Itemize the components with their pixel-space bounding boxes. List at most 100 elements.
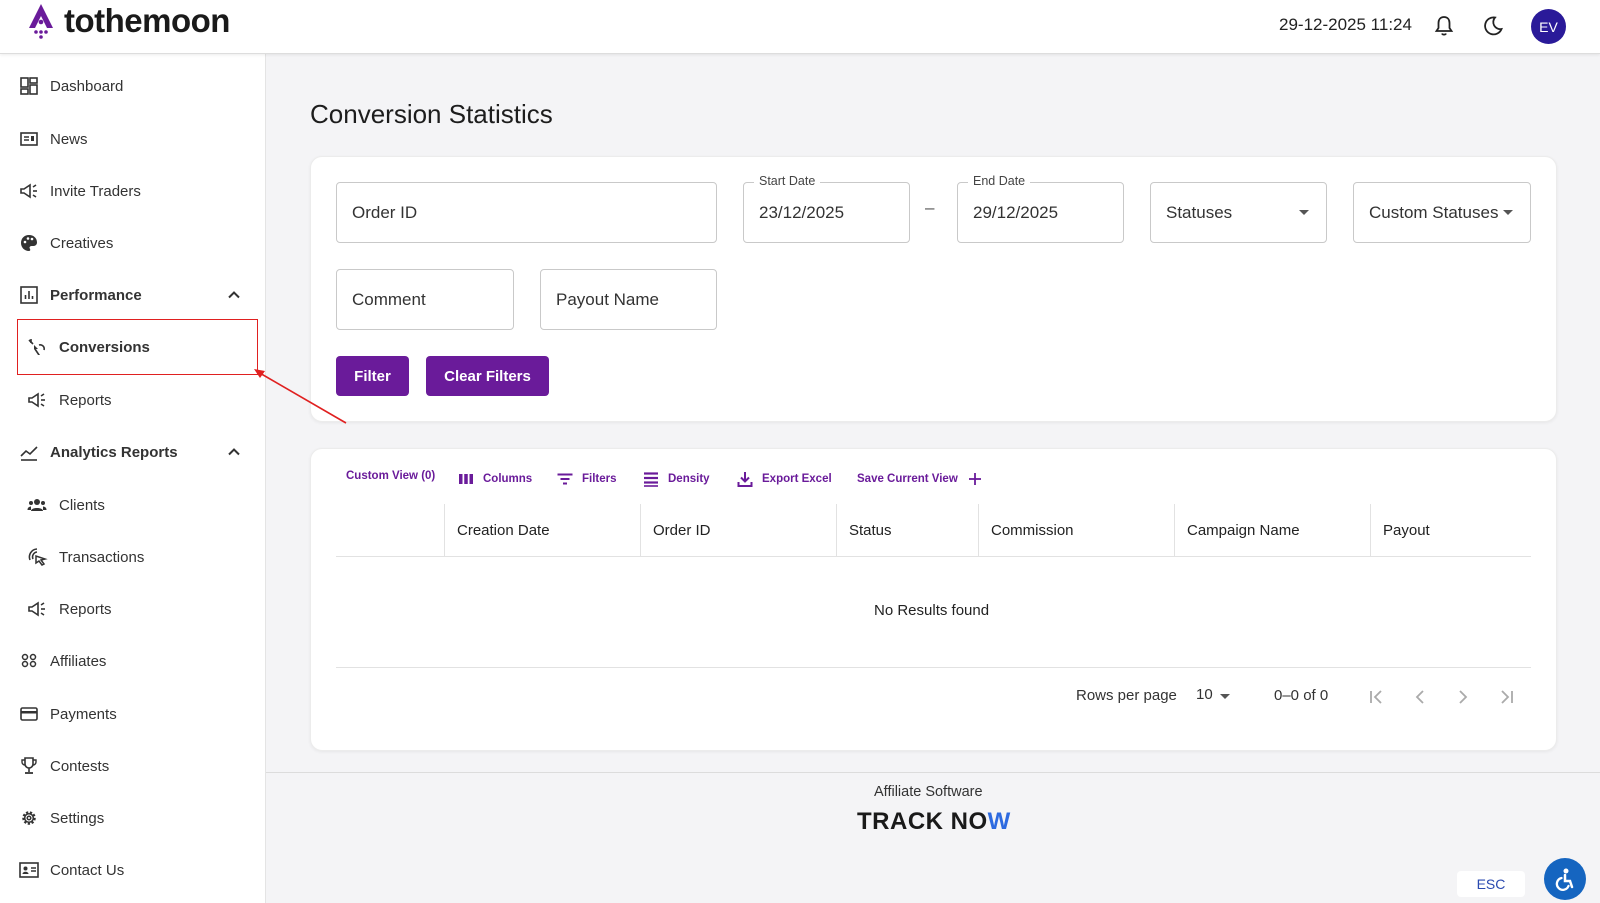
- clear-filters-button[interactable]: Clear Filters: [426, 356, 549, 396]
- moon-icon[interactable]: [1481, 14, 1505, 38]
- trophy-icon: [21, 757, 37, 774]
- next-page-icon[interactable]: [1452, 686, 1474, 708]
- download-icon: [737, 472, 753, 487]
- order-id-placeholder: Order ID: [352, 203, 418, 222]
- dropdown-caret-icon: [1299, 210, 1309, 215]
- top-bar: tothemoon 29-12-2025 11:24 EV: [0, 0, 1600, 54]
- save-current-view-button[interactable]: Save Current View: [857, 470, 984, 488]
- sidebar-item-label: Payments: [50, 705, 117, 723]
- last-page-icon[interactable]: [1495, 686, 1517, 708]
- plus-icon: [968, 473, 981, 485]
- sidebar-item-dashboard[interactable]: Dashboard: [0, 64, 266, 108]
- sidebar-item-label: Dashboard: [50, 77, 124, 95]
- filters-label: Filters: [582, 473, 617, 485]
- end-date-field[interactable]: End Date 29/12/2025: [957, 174, 1124, 243]
- sidebar-item-label: Analytics Reports: [50, 443, 178, 461]
- custom-statuses-select[interactable]: Custom Statuses: [1353, 182, 1531, 243]
- megaphone-icon: [28, 601, 45, 617]
- column-header-creation-date[interactable]: Creation Date: [444, 504, 640, 556]
- rows-per-page-select[interactable]: 10: [1196, 686, 1236, 708]
- sidebar-item-clients[interactable]: Clients: [0, 483, 266, 527]
- sidebar-item-label: Creatives: [50, 234, 114, 252]
- custom-view-button[interactable]: Custom View (0): [346, 470, 435, 482]
- sidebar-item-label: Reports: [59, 600, 112, 618]
- sidebar-item-label: Performance: [50, 286, 142, 304]
- previous-page-icon[interactable]: [1409, 686, 1431, 708]
- megaphone-icon: [28, 392, 45, 408]
- sidebar-item-payments[interactable]: Payments: [0, 692, 266, 736]
- sidebar-item-analytics-reports[interactable]: Analytics Reports: [0, 430, 266, 474]
- sidebar-item-conversions[interactable]: Conversions: [0, 325, 266, 369]
- sidebar-item-performance[interactable]: Performance: [0, 273, 266, 317]
- accessibility-button[interactable]: [1544, 858, 1586, 900]
- start-date-field[interactable]: Start Date 23/12/2025: [743, 174, 910, 243]
- sidebar-item-creatives[interactable]: Creatives: [0, 221, 266, 265]
- order-id-input[interactable]: Order ID: [336, 182, 717, 243]
- logo[interactable]: tothemoon: [26, 2, 230, 40]
- column-header-order-id[interactable]: Order ID: [640, 504, 836, 556]
- column-header-campaign-name[interactable]: Campaign Name: [1174, 504, 1370, 556]
- start-date-label: Start Date: [754, 174, 821, 188]
- save-current-view-label: Save Current View: [857, 473, 958, 485]
- touch-icon: [28, 548, 48, 566]
- first-page-icon[interactable]: [1366, 686, 1388, 708]
- custom-view-label: Custom View (0): [346, 470, 436, 482]
- dropdown-caret-icon: [1220, 694, 1230, 699]
- sidebar-item-label: News: [50, 130, 88, 148]
- conversions-icon: [28, 339, 45, 355]
- filter-button[interactable]: Filter: [336, 356, 409, 396]
- date-separator: –: [925, 198, 935, 217]
- sidebar-item-affiliates[interactable]: Affiliates: [0, 639, 266, 683]
- bell-icon[interactable]: [1432, 14, 1456, 38]
- columns-label: Columns: [483, 473, 533, 485]
- sidebar-item-transactions[interactable]: Transactions: [0, 535, 266, 579]
- user-avatar[interactable]: EV: [1531, 9, 1566, 44]
- footer-divider-line: [266, 772, 1600, 773]
- export-excel-button[interactable]: Export Excel: [736, 470, 832, 488]
- column-header-payout[interactable]: Payout: [1370, 504, 1530, 556]
- tracknow-logo-part1: TRACK NO: [857, 808, 988, 835]
- statuses-select[interactable]: Statuses: [1150, 182, 1327, 243]
- highlight-box: [17, 319, 258, 375]
- density-icon: [644, 472, 658, 487]
- column-header-commission[interactable]: Commission: [978, 504, 1174, 556]
- esc-button[interactable]: ESC: [1457, 871, 1525, 897]
- megaphone-icon: [20, 183, 37, 199]
- export-excel-label: Export Excel: [762, 473, 832, 485]
- sidebar-item-contact-us[interactable]: Contact Us: [0, 848, 266, 892]
- sidebar-item-settings[interactable]: Settings: [0, 796, 266, 840]
- filters-button[interactable]: Filters: [556, 470, 617, 488]
- end-date-value: 29/12/2025: [973, 203, 1059, 222]
- statuses-placeholder: Statuses: [1166, 203, 1233, 222]
- payout-name-input[interactable]: Payout Name: [540, 269, 717, 330]
- sidebar-item-contests[interactable]: Contests: [0, 744, 266, 788]
- sidebar: [0, 54, 266, 903]
- columns-button[interactable]: Columns: [457, 470, 532, 488]
- rows-per-page-label: Rows per page: [1076, 687, 1177, 704]
- sidebar-item-reports[interactable]: Reports: [0, 378, 266, 422]
- sidebar-item-label: Settings: [50, 809, 105, 827]
- sidebar-item-analytics-reports-reports[interactable]: Reports: [0, 587, 266, 631]
- dashboard-icon: [20, 77, 38, 95]
- contact-icon: [19, 862, 39, 878]
- density-label: Density: [668, 473, 710, 485]
- pagination-range: 0–0 of 0: [1274, 687, 1329, 704]
- logo-text: tothemoon: [64, 2, 230, 39]
- chevron-up-icon[interactable]: [224, 442, 244, 462]
- table-card: [310, 448, 1557, 751]
- page-title: Conversion Statistics: [310, 99, 553, 129]
- tracknow-logo[interactable]: TRACK NOW: [857, 808, 1011, 836]
- custom-statuses-placeholder: Custom Statuses: [1369, 203, 1499, 222]
- sidebar-item-label: Invite Traders: [50, 182, 141, 200]
- sidebar-item-label: Affiliates: [50, 652, 107, 670]
- chevron-up-icon[interactable]: [224, 285, 244, 305]
- sidebar-item-news[interactable]: News: [0, 117, 266, 161]
- sidebar-item-label: Reports: [59, 391, 112, 409]
- sidebar-item-label: Conversions: [59, 338, 150, 356]
- palette-icon: [21, 235, 37, 251]
- column-header-status[interactable]: Status: [836, 504, 978, 556]
- comment-input[interactable]: Comment: [336, 269, 514, 330]
- density-button[interactable]: Density: [642, 470, 710, 488]
- current-datetime: 29-12-2025 11:24: [1279, 15, 1412, 34]
- sidebar-item-invite-traders[interactable]: Invite Traders: [0, 169, 266, 213]
